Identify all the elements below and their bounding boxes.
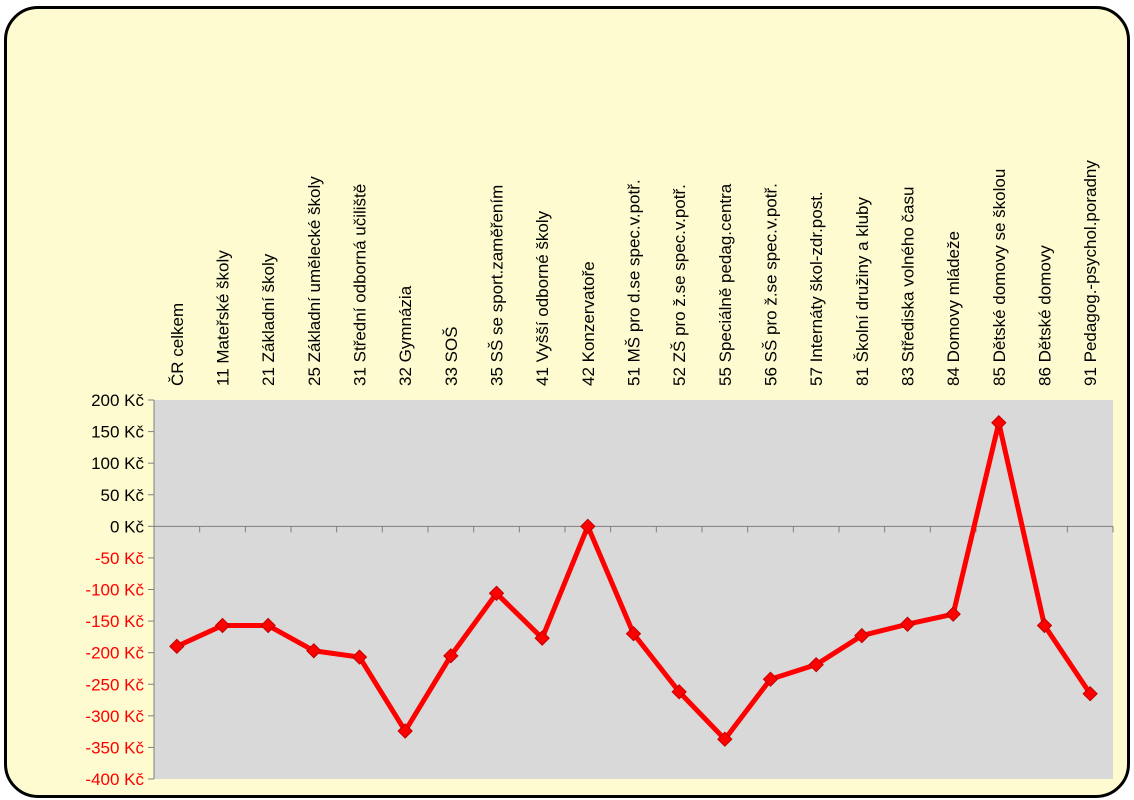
x-category-label: 52 ZŠ pro ž.se spec.v.potř. <box>670 184 689 386</box>
x-category-label: 31 Střední odborná učiliště <box>351 184 370 386</box>
data-point-marker <box>671 684 687 700</box>
x-category-label: 25 Základní umělecké školy <box>305 176 324 386</box>
x-category-label: 41 Vyšší odborné školy <box>533 210 552 386</box>
y-tick-label: -50 Kč <box>95 549 145 568</box>
x-category-label: 21 Základní školy <box>259 253 278 386</box>
data-point-marker <box>808 656 824 673</box>
plot-area <box>154 400 1113 779</box>
x-axis-labels: ČR celkem 11 Mateřské školy 21 Základní šk… <box>168 160 1100 386</box>
x-category-label: 42 Konzervatoře <box>579 261 598 386</box>
y-tick-label: -250 Kč <box>85 675 144 694</box>
data-point-marker <box>306 643 322 659</box>
data-point-marker <box>717 731 733 747</box>
data-point-marker <box>488 585 505 601</box>
data-point-marker <box>260 617 276 634</box>
y-tick-label: 150 Kč <box>91 423 144 442</box>
y-tick-label: -200 Kč <box>85 644 144 663</box>
data-point-marker <box>534 630 550 646</box>
data-point-marker <box>169 638 185 655</box>
y-tick-label: 0 Kč <box>110 517 145 536</box>
axes <box>148 399 1114 780</box>
y-tick-label: -300 Kč <box>85 707 144 726</box>
y-tick-label: -150 Kč <box>85 612 144 631</box>
y-tick-label: -350 Kč <box>85 738 144 757</box>
x-category-label: 32 Gymnázia <box>396 285 415 386</box>
x-category-label: 51 MŠ pro d.se spec.v.potř. <box>625 179 644 386</box>
y-tick-label: 100 Kč <box>91 454 144 473</box>
data-point-marker <box>351 649 368 665</box>
data-point-marker <box>214 617 231 634</box>
x-category-label: 86 Dětské domovy <box>1036 245 1055 386</box>
x-category-label: 33 SOŠ <box>442 326 461 386</box>
data-point-marker <box>762 671 779 687</box>
data-point-marker <box>899 616 916 632</box>
x-category-label: 91 Pedagog.-psychol.poradny <box>1081 160 1100 386</box>
data-point-marker <box>443 648 459 664</box>
data-point-marker <box>854 627 870 644</box>
x-category-label: 56 SŠ pro ž.se spec.v.potř. <box>762 183 781 386</box>
x-category-label: 83 Střediska volného času <box>899 187 918 386</box>
y-tick-label: -100 Kč <box>85 581 144 600</box>
data-point-marker <box>625 626 642 642</box>
x-category-label: 81 Školní družiny a kluby <box>853 197 872 386</box>
x-category-label: 84 Domovy mládeže <box>944 231 963 386</box>
y-tick-label: -400 Kč <box>85 770 144 789</box>
x-category-label: 57 Internáty škol-zdr.post. <box>807 191 826 386</box>
y-tick-label: 50 Kč <box>101 486 145 505</box>
data-point-marker <box>580 518 596 535</box>
x-category-label: 11 Mateřské školy <box>214 250 233 386</box>
y-tick-label: 200 Kč <box>91 391 144 410</box>
line-chart: -400 Kč -350 Kč -300 Kč -250 Kč -200 Kč -150 … <box>85 160 1114 789</box>
x-category-label: 35 SŠ se sport.zaměřením <box>488 185 507 386</box>
x-category-label: 55 Speciálně pedag.centra <box>716 183 735 386</box>
y-axis-labels: -400 Kč -350 Kč -300 Kč -250 Kč -200 Kč -150 … <box>85 391 144 789</box>
data-point-marker <box>945 606 961 622</box>
chart-frame: -400 Kč -350 Kč -300 Kč -250 Kč -200 Kč -150 … <box>4 6 1130 798</box>
data-point-marker <box>1036 617 1053 634</box>
x-category-label: ČR celkem <box>168 303 187 386</box>
data-point-marker <box>1082 686 1098 702</box>
series-group <box>169 415 1098 747</box>
x-category-label: 85 Dětské domovy se školou <box>990 169 1009 386</box>
data-point-marker <box>991 415 1007 431</box>
data-point-marker <box>397 723 413 739</box>
